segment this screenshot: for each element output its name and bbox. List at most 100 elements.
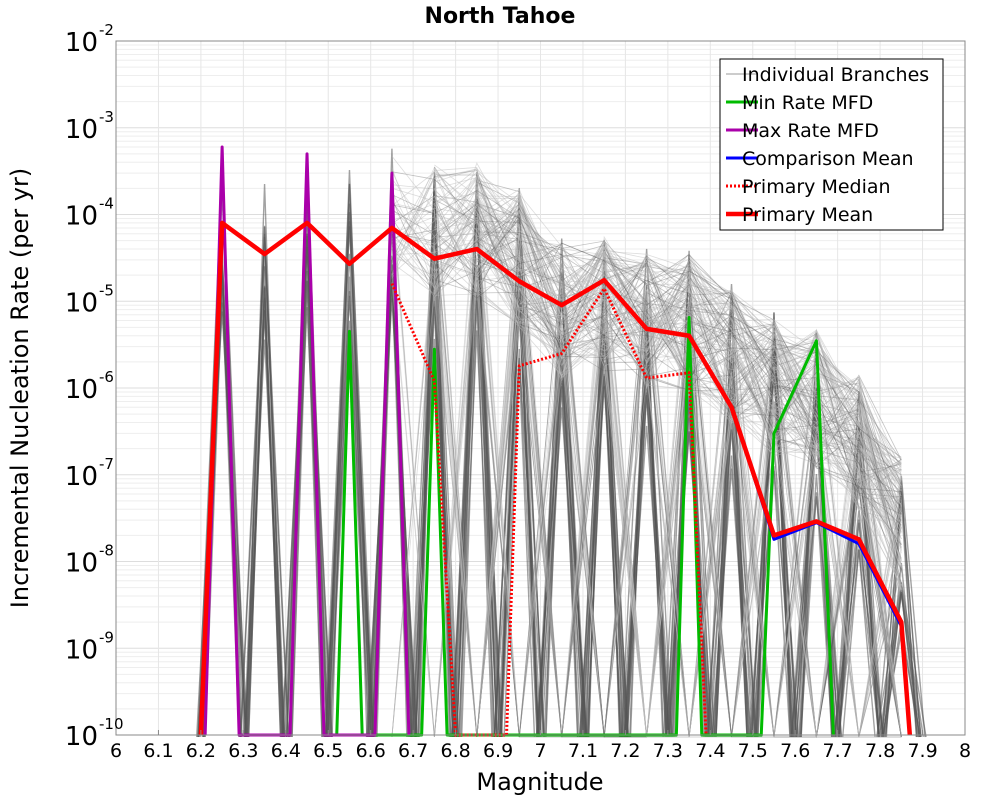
- branch-spike-line: [248, 266, 282, 738]
- y-axis-ticks: 10-210-310-410-510-610-710-810-910-10: [65, 21, 124, 752]
- y-tick-base: 10: [65, 635, 98, 665]
- series-line-primary-mean: [198, 220, 913, 736]
- branch-line: [434, 253, 902, 738]
- branch-line: [476, 186, 902, 738]
- branch-spike-line: [244, 285, 285, 738]
- x-tick-label: 6.4: [271, 740, 301, 762]
- branch-spike-line: [883, 563, 920, 738]
- x-axis-ticks: 6 6.1 6.2 6.3 6.4 6.5 6.6 6.7 6.8 6.9 7 7.1 7.2 7.3 7.…: [110, 730, 971, 762]
- branch-spike-line: [326, 320, 373, 738]
- branch-spike-line: [621, 368, 673, 738]
- branch-line: [476, 207, 902, 738]
- y-axis-label: Incremental Nucleation Rate (per yr): [6, 168, 34, 608]
- branch-spike-line: [837, 522, 881, 738]
- y-tick-base: 10: [65, 288, 98, 318]
- x-tick-label: 7.8: [865, 740, 895, 762]
- branch-line: [476, 244, 902, 738]
- y-tick-exponent: -10: [99, 715, 124, 733]
- series-line-max-rate-mfd: [203, 145, 411, 737]
- branch-spike-line: [665, 430, 714, 738]
- y-tick-base: 10: [65, 722, 98, 752]
- branch-spike-line: [243, 225, 286, 738]
- x-tick-label: 7.2: [610, 740, 640, 762]
- branch-line: [391, 229, 902, 738]
- branch-spike-line: [281, 246, 333, 738]
- y-tick-exponent: -4: [99, 195, 114, 213]
- x-tick-label: 6.1: [143, 740, 173, 762]
- x-tick-label: 6.7: [398, 740, 428, 762]
- branch-spike-line: [244, 226, 285, 738]
- branch-line: [476, 259, 902, 738]
- y-tick: 10 -3: [65, 108, 114, 145]
- branch-spike-line: [326, 276, 373, 738]
- legend: Individual Branches Min Rate MFD Max Rate …: [719, 58, 944, 231]
- branch-line: [434, 217, 902, 487]
- y-tick-exponent: -3: [99, 108, 114, 126]
- y-tick: 10 -5: [65, 281, 114, 318]
- y-tick-exponent: -2: [99, 21, 114, 39]
- x-tick-label: 6: [110, 740, 122, 762]
- y-tick-base: 10: [65, 375, 98, 405]
- x-tick-label: 6.6: [356, 740, 386, 762]
- y-tick-exponent: -9: [99, 628, 114, 646]
- x-tick-label: 7.6: [780, 740, 810, 762]
- branch-line: [391, 212, 902, 492]
- branch-line: [434, 204, 902, 475]
- x-tick-label: 7.3: [653, 740, 683, 762]
- branch-line: [434, 193, 902, 738]
- y-tick: 10 -4: [65, 195, 114, 232]
- branch-line: [433, 227, 902, 738]
- branch-line: [433, 217, 902, 738]
- x-axis-label: Magnitude: [476, 768, 603, 796]
- branch-spike-line: [418, 219, 451, 738]
- branch-spike-line: [499, 188, 540, 738]
- legend-label: Comparison Mean: [742, 148, 914, 170]
- branch-line: [476, 223, 902, 738]
- branch-spike-line: [325, 212, 374, 738]
- y-tick-exponent: -5: [99, 281, 114, 299]
- branch-spike-line: [246, 287, 283, 738]
- branch-line: [434, 189, 902, 738]
- y-tick-exponent: -7: [99, 455, 114, 473]
- y-tick-base: 10: [65, 115, 98, 145]
- x-tick-label: 7.4: [695, 740, 725, 762]
- x-tick-label: 7.1: [568, 740, 598, 762]
- y-tick-base: 10: [65, 28, 98, 58]
- legend-label: Primary Median: [742, 176, 891, 198]
- y-tick-base: 10: [65, 549, 98, 579]
- branch-spike-line: [324, 183, 375, 738]
- branch-line: [391, 162, 902, 738]
- branch-line: [434, 174, 902, 498]
- y-tick-base: 10: [65, 462, 98, 492]
- y-tick: 10 -10: [65, 715, 124, 752]
- chart-title: North Tahoe: [425, 4, 576, 29]
- y-tick-exponent: -8: [99, 542, 114, 560]
- y-tick-exponent: -6: [99, 368, 114, 386]
- x-tick-label: 6.5: [313, 740, 343, 762]
- branch-spike-line: [460, 300, 493, 738]
- branch-spike-line: [538, 407, 586, 738]
- branch-line: [391, 198, 902, 738]
- branch-line: [391, 169, 902, 738]
- x-tick-label: 7.9: [907, 740, 937, 762]
- branch-line: [476, 216, 902, 738]
- legend-label: Max Rate MFD: [742, 120, 879, 142]
- legend-label: Individual Branches: [742, 64, 929, 86]
- x-tick-label: 7.5: [738, 740, 768, 762]
- x-tick-label: 7.7: [823, 740, 853, 762]
- y-tick-base: 10: [65, 202, 98, 232]
- x-tick-label: 7: [534, 740, 546, 762]
- branch-line: [476, 172, 902, 738]
- x-tick-label: 6.3: [228, 740, 258, 762]
- legend-label: Min Rate MFD: [742, 92, 873, 114]
- x-tick-label: 6.9: [483, 740, 513, 762]
- branch-line: [391, 209, 902, 738]
- x-tick-label: 6.8: [440, 740, 470, 762]
- y-tick: 10 -9: [65, 628, 114, 665]
- branch-line: [476, 191, 902, 738]
- y-tick: 10 -6: [65, 368, 114, 405]
- legend-label: Primary Mean: [742, 204, 873, 226]
- branch-line: [434, 195, 902, 738]
- x-tick-label: 6.2: [186, 740, 216, 762]
